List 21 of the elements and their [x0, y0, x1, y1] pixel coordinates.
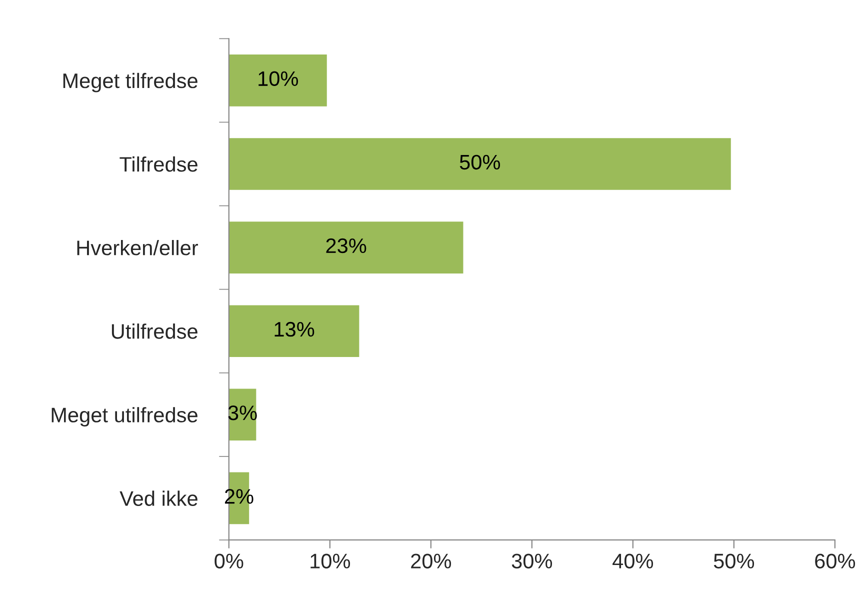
x-tick-label: 20%	[411, 554, 452, 568]
bar	[228, 138, 731, 190]
x-tick-label: 60%	[815, 554, 856, 568]
data-label: 50%	[460, 154, 500, 170]
y-tick-label: Tilfredse	[120, 156, 198, 172]
x-tick-label: 0%	[214, 554, 244, 568]
y-tick-label: Utilfredse	[112, 324, 198, 339]
x-tick-label: 10%	[310, 554, 350, 568]
y-tick-label: Ved ikke	[120, 490, 198, 506]
bar	[228, 305, 360, 357]
y-tick-label: Hverken/eller	[77, 240, 198, 256]
y-tick-label: Meget utilfredse	[52, 407, 198, 427]
x-tick-label: 50%	[714, 554, 754, 568]
bar	[228, 54, 327, 106]
data-label: 23%	[326, 238, 366, 254]
x-tick-label: 40%	[612, 554, 654, 568]
x-tick-label: 30%	[512, 554, 552, 568]
y-tick-label: Meget tilfredse	[63, 72, 198, 92]
data-label: 10%	[258, 71, 298, 86]
bar	[228, 222, 464, 274]
data-label: 13%	[274, 322, 314, 337]
